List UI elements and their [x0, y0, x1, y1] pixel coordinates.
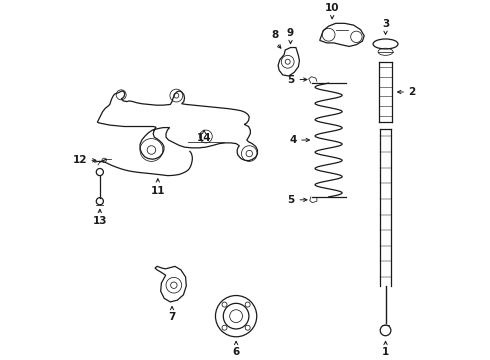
Text: 9: 9 — [287, 28, 294, 38]
Text: 3: 3 — [382, 19, 389, 29]
Text: 12: 12 — [73, 155, 88, 165]
Text: 6: 6 — [232, 347, 240, 357]
Text: 1: 1 — [382, 347, 389, 357]
Text: 13: 13 — [93, 216, 107, 226]
Text: 7: 7 — [169, 312, 176, 322]
Text: 2: 2 — [408, 87, 415, 97]
Text: 5: 5 — [287, 195, 294, 205]
Text: 8: 8 — [271, 30, 278, 40]
Text: 14: 14 — [197, 132, 211, 143]
Text: 4: 4 — [289, 135, 296, 145]
Text: 5: 5 — [287, 75, 294, 85]
Text: 11: 11 — [150, 185, 165, 195]
Text: 10: 10 — [325, 3, 340, 13]
